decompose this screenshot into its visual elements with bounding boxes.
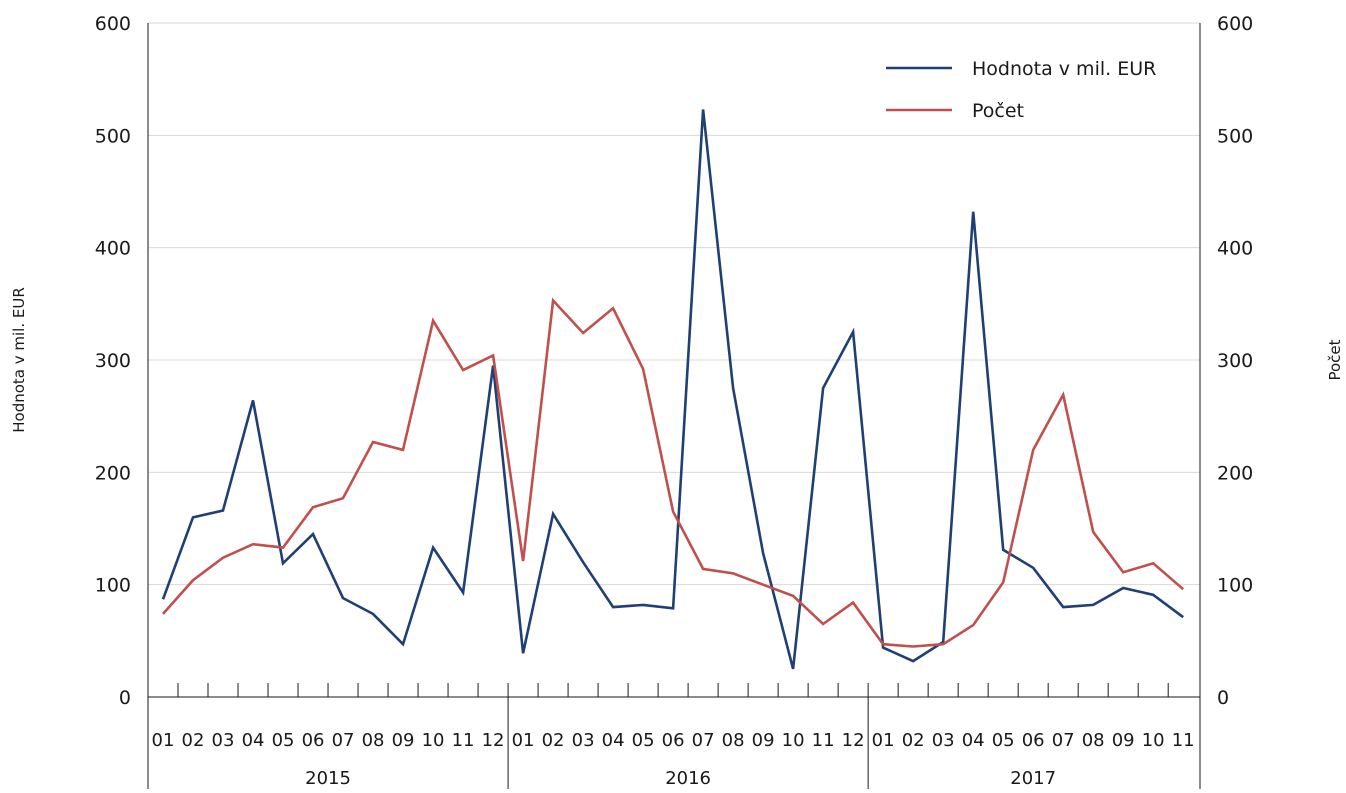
x-tick-label: 01 (152, 730, 175, 751)
x-tick-label: 06 (302, 730, 325, 751)
x-tick-label: 04 (602, 730, 625, 751)
x-tick-label: 03 (572, 730, 595, 751)
legend-label-1: Hodnota v mil. EUR (972, 58, 1156, 80)
x-tick-label: 09 (392, 730, 415, 751)
x-tick-label: 12 (842, 730, 865, 751)
x-tick-label: 07 (1052, 730, 1075, 751)
x-tick-label: 01 (512, 730, 535, 751)
x-tick-label: 02 (542, 730, 565, 751)
x-tick-label: 05 (992, 730, 1015, 751)
x-tick-label: 07 (332, 730, 355, 751)
y-tick-label: 500 (95, 125, 131, 147)
series-line-2 (162, 297, 1185, 648)
x-tick-label: 02 (902, 730, 925, 751)
x-tick-label: 10 (782, 730, 805, 751)
x-tick-label: 12 (482, 730, 505, 751)
y2-axis-title: Počet (1326, 339, 1344, 380)
x-tick-label: 09 (1112, 730, 1135, 751)
x-tick-label: 04 (962, 730, 985, 751)
y2-tick-label: 100 (1217, 575, 1253, 597)
x-tick-label: 11 (812, 730, 835, 751)
y-tick-label: 100 (95, 575, 131, 597)
x-tick-label: 09 (752, 730, 775, 751)
year-label: 2015 (305, 768, 351, 789)
x-tick-label: 06 (1022, 730, 1045, 751)
y-axis-title: Hodnota v mil. EUR (10, 287, 28, 433)
y-tick-label: 200 (95, 462, 131, 484)
x-tick-label: 11 (452, 730, 475, 751)
x-tick-label: 02 (182, 730, 205, 751)
x-tick-label: 01 (872, 730, 895, 751)
y-tick-label: 0 (119, 687, 131, 709)
y2-tick-label: 200 (1217, 462, 1253, 484)
y2-tick-label: 500 (1217, 125, 1253, 147)
x-tick-label: 07 (692, 730, 715, 751)
x-tick-label: 06 (662, 730, 685, 751)
x-tick-label: 03 (932, 730, 955, 751)
series-line-1 (161, 109, 1184, 670)
x-tick-label: 05 (272, 730, 295, 751)
x-tick-label: 10 (422, 730, 445, 751)
y2-tick-label: 0 (1217, 687, 1229, 709)
x-tick-label: 08 (362, 730, 385, 751)
year-label: 2016 (665, 768, 711, 789)
y-tick-label: 300 (95, 350, 131, 372)
x-tick-label: 05 (632, 730, 655, 751)
x-tick-label: 10 (1142, 730, 1165, 751)
x-tick-label: 08 (722, 730, 745, 751)
y2-tick-label: 400 (1217, 238, 1253, 260)
y-tick-label: 600 (95, 13, 131, 35)
legend-label-2: Počet (972, 100, 1024, 122)
x-tick-label: 04 (242, 730, 265, 751)
y2-tick-label: 600 (1217, 13, 1253, 35)
y-tick-label: 400 (95, 238, 131, 260)
x-tick-label: 11 (1172, 730, 1195, 751)
x-tick-label: 03 (212, 730, 235, 751)
y2-tick-label: 300 (1217, 350, 1253, 372)
year-label: 2017 (1010, 768, 1056, 789)
x-tick-label: 08 (1082, 730, 1105, 751)
